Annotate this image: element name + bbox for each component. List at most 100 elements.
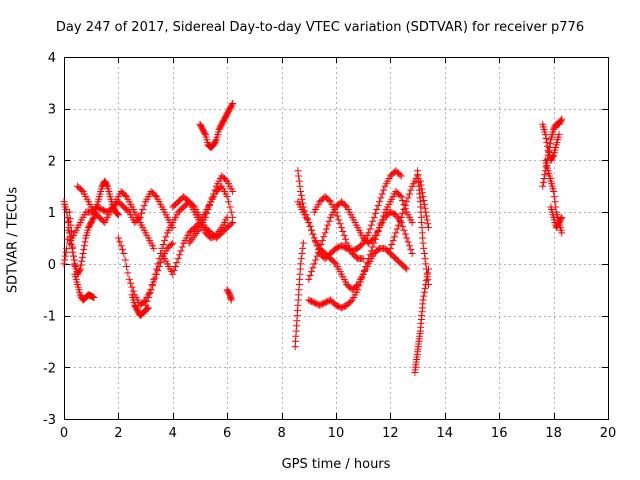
data-point-marker-interp (417, 181, 425, 189)
data-point-marker (297, 260, 305, 268)
data-point-marker-interp (295, 172, 303, 180)
data-point-marker (424, 265, 432, 273)
data-point-marker (169, 239, 177, 247)
data-point-marker (370, 213, 378, 221)
data-point-marker (310, 260, 318, 268)
data-point-marker-interp (309, 230, 317, 238)
data-point-marker-interp (423, 216, 431, 224)
data-point-marker (419, 296, 427, 304)
data-point-marker-interp (148, 281, 156, 289)
data-point-marker (555, 131, 563, 139)
y-tick-label: 1 (48, 206, 56, 221)
data-point-marker-interp (420, 292, 428, 300)
data-point-marker-interp (325, 217, 333, 225)
data-point-marker-interp (308, 226, 316, 234)
data-point-marker-interp (63, 213, 71, 221)
y-tick-label: 0 (48, 258, 56, 273)
data-point-marker-interp (358, 274, 366, 282)
data-point-marker-interp (543, 138, 551, 146)
data-point-marker-interp (225, 198, 233, 206)
data-point-marker (558, 213, 566, 221)
x-tick-label: 14 (437, 426, 454, 441)
data-point-marker-interp (80, 242, 88, 250)
data-point-marker-interp (139, 206, 147, 214)
data-point-marker (337, 224, 345, 232)
data-point-marker-interp (407, 246, 415, 254)
data-point-marker-interp (401, 264, 409, 272)
data-point-marker-interp (421, 255, 429, 263)
data-point-marker-interp (543, 142, 551, 150)
data-point-marker-interp (308, 268, 316, 276)
data-point-marker-interp (405, 190, 413, 198)
data-point-marker-interp (404, 194, 412, 202)
data-point-marker-interp (70, 256, 78, 264)
data-point-marker (419, 193, 427, 201)
data-point-marker-interp (400, 206, 408, 214)
data-point-marker-interp (162, 233, 170, 241)
data-point-marker-interp (371, 209, 379, 217)
data-point-marker-interp (401, 202, 409, 210)
data-point-marker-interp (69, 248, 77, 256)
data-point-marker (408, 250, 416, 258)
data-point-marker (152, 265, 160, 273)
data-point-marker-interp (389, 237, 397, 245)
data-point-marker (332, 208, 340, 216)
data-point-marker (150, 244, 158, 252)
data-point-marker-interp (121, 191, 129, 199)
data-point-marker-interp (123, 262, 131, 270)
data-point-marker (316, 244, 324, 252)
data-point-marker-interp (124, 269, 132, 277)
data-point-marker (63, 208, 71, 216)
data-point-marker-interp (369, 243, 377, 251)
data-point-marker-interp (78, 186, 86, 194)
data-point-marker-interp (400, 226, 408, 234)
data-point-marker-interp (80, 246, 88, 254)
data-points (60, 100, 566, 376)
data-point-marker-interp (208, 194, 216, 202)
data-point-marker-interp (393, 225, 401, 233)
data-point-marker-interp (154, 260, 162, 268)
data-point-marker (60, 260, 68, 268)
x-tick-label: 10 (328, 426, 345, 441)
data-point-marker (207, 198, 215, 206)
data-point-marker-interp (539, 178, 547, 186)
data-point-marker (120, 250, 128, 258)
data-point-marker (416, 177, 424, 185)
data-point-marker (419, 239, 427, 247)
data-point-marker (76, 265, 84, 273)
data-point-marker (376, 198, 384, 206)
data-point-marker (223, 213, 231, 221)
data-point-marker-interp (121, 256, 129, 264)
data-point-marker-interp (399, 197, 407, 205)
data-point-marker (297, 187, 305, 195)
data-point-marker-interp (340, 231, 348, 239)
data-point-marker-interp (399, 222, 407, 230)
data-point-marker-interp (551, 198, 559, 206)
data-point-marker-interp (173, 259, 181, 267)
x-axis-label: GPS time / hours (281, 457, 391, 472)
data-point-marker-interp (421, 204, 429, 212)
data-point-marker-interp (151, 270, 159, 278)
data-point-marker (558, 229, 566, 237)
data-point-marker-interp (366, 225, 374, 233)
data-point-marker-interp (161, 237, 169, 245)
data-point-marker-interp (358, 240, 366, 248)
data-point-marker-interp (103, 181, 111, 189)
data-point-marker-interp (318, 237, 326, 245)
data-point-marker-interp (422, 212, 430, 220)
data-point-marker-interp (396, 171, 404, 179)
data-point-marker-interp (78, 253, 86, 261)
data-point-marker-interp (320, 233, 328, 241)
data-point-marker-interp (203, 209, 211, 217)
data-point-marker-interp (227, 208, 235, 216)
data-point-marker-interp (128, 283, 136, 291)
data-point-marker (294, 167, 302, 175)
data-point-marker-interp (407, 186, 415, 194)
data-point-marker (354, 286, 362, 294)
data-point-marker-interp (138, 209, 146, 217)
x-tick-label: 6 (223, 426, 231, 441)
data-point-marker (403, 198, 411, 206)
data-point-marker-interp (222, 176, 230, 184)
data-point-marker-interp (335, 216, 343, 224)
y-tick-label: 2 (48, 154, 56, 169)
